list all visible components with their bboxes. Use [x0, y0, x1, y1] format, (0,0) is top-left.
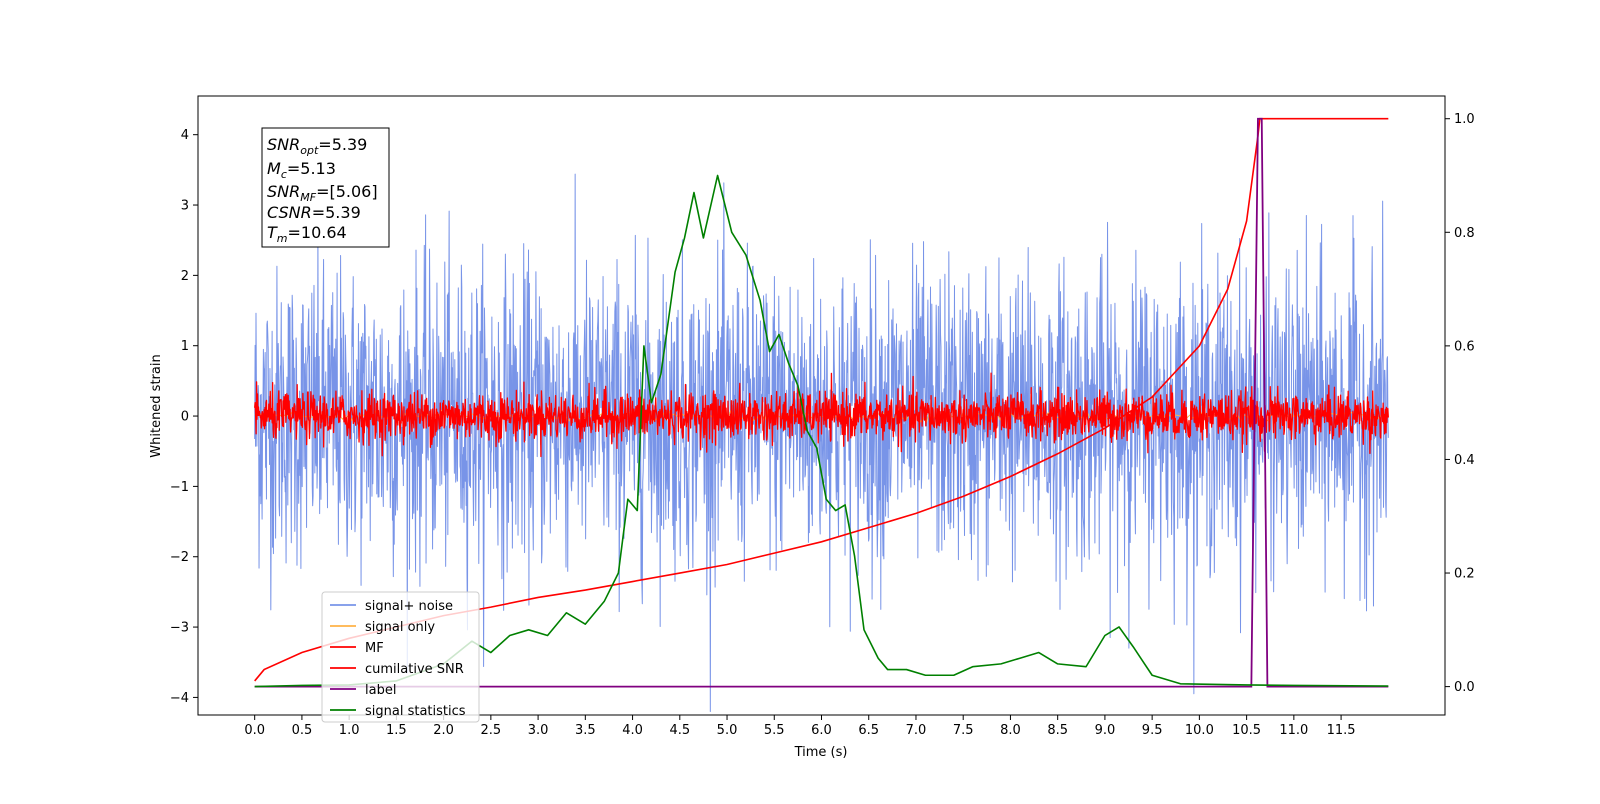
x-tick-label: 6.5 [858, 723, 879, 738]
x-tick-label: 2.0 [433, 723, 454, 738]
y-left-tick-label: 0 [181, 410, 189, 425]
x-axis: 0.0 0.5 1.0 1.5 2.0 2.5 3.0 3.5 4.0 4.5 5.0 5.5 6.0 6… [244, 715, 1356, 738]
annotation-snr-opt: SNRopt=5.39 [267, 135, 367, 157]
series-signal-statistics [254, 174, 1389, 688]
x-tick-label: 7.5 [953, 723, 974, 738]
annotation-mc: Mc=5.13 [267, 159, 336, 181]
x-tick-label: 2.5 [481, 723, 502, 738]
x-tick-label: 6.0 [811, 723, 832, 738]
x-tick-label: 1.5 [386, 723, 407, 738]
x-tick-label: 4.5 [669, 723, 690, 738]
x-tick-label: 11.0 [1279, 723, 1308, 738]
x-axis-title: Time (s) [794, 745, 848, 760]
y-right-tick-label: 0.4 [1454, 453, 1475, 468]
x-tick-label: 1.0 [339, 723, 360, 738]
series-label [254, 117, 1389, 688]
x-tick-label: 8.5 [1047, 723, 1068, 738]
x-tick-label: 10.0 [1185, 723, 1214, 738]
legend-label-signal-only: signal only [365, 620, 435, 635]
y-right-tick-label: 0.0 [1454, 680, 1475, 695]
x-tick-label: 0.5 [292, 723, 313, 738]
y-left-tick-label: −1 [170, 480, 189, 495]
annotation-frame [261, 127, 390, 248]
x-tick-label: 9.0 [1095, 723, 1116, 738]
y-left-tick-label: 3 [181, 199, 189, 214]
legend-label-signal-noise: signal+ noise [365, 599, 453, 614]
x-tick-label: 3.5 [575, 723, 596, 738]
x-tick-label: 0.0 [244, 723, 265, 738]
y-right-tick-label: 0.6 [1454, 339, 1475, 354]
legend-label-label: label [365, 683, 396, 698]
y-left-tick-label: 4 [181, 128, 189, 143]
annotation-box: SNRopt=5.39 Mc=5.13 SNRMF=[5.06] CSNR=5.… [261, 127, 390, 248]
y-axis-title: Whitened strain [149, 354, 164, 457]
legend: signal+ noise signal only MF cumilative … [321, 591, 480, 723]
legend-frame [321, 591, 480, 723]
y-left-tick-label: −2 [170, 550, 189, 565]
x-tick-label: 4.0 [622, 723, 643, 738]
x-tick-label: 11.5 [1327, 723, 1356, 738]
y-right-tick-label: 0.2 [1454, 567, 1475, 582]
x-tick-label: 5.5 [764, 723, 785, 738]
y-left-tick-label: −3 [170, 621, 189, 636]
annotation-tm: Tm=10.64 [267, 223, 347, 245]
y-axis-left: 4 3 2 1 0 −1 −2 −3 −4 [170, 128, 198, 706]
series-mf [254, 372, 1389, 458]
x-tick-label: 3.0 [528, 723, 549, 738]
annotation-snr-mf: SNRMF=[5.06] [267, 182, 378, 204]
annotation-csnr: CSNR=5.39 [267, 203, 361, 222]
legend-label-mf: MF [365, 641, 384, 656]
y-left-tick-label: 2 [181, 269, 189, 284]
y-left-tick-label: −4 [170, 691, 189, 706]
legend-label-cumulative-snr: cumilative SNR [365, 662, 464, 677]
x-tick-label: 10.5 [1232, 723, 1261, 738]
y-right-tick-label: 0.8 [1454, 226, 1475, 241]
y-axis-right: 1.0 0.8 0.6 0.4 0.2 0.0 [1445, 112, 1475, 695]
y-right-tick-label: 1.0 [1454, 112, 1475, 127]
x-tick-label: 7.0 [906, 723, 927, 738]
x-tick-label: 5.0 [717, 723, 738, 738]
x-tick-label: 9.5 [1142, 723, 1163, 738]
y-left-tick-label: 1 [181, 339, 189, 354]
x-tick-label: 8.0 [1000, 723, 1021, 738]
legend-label-signal-statistics: signal statistics [365, 704, 466, 719]
